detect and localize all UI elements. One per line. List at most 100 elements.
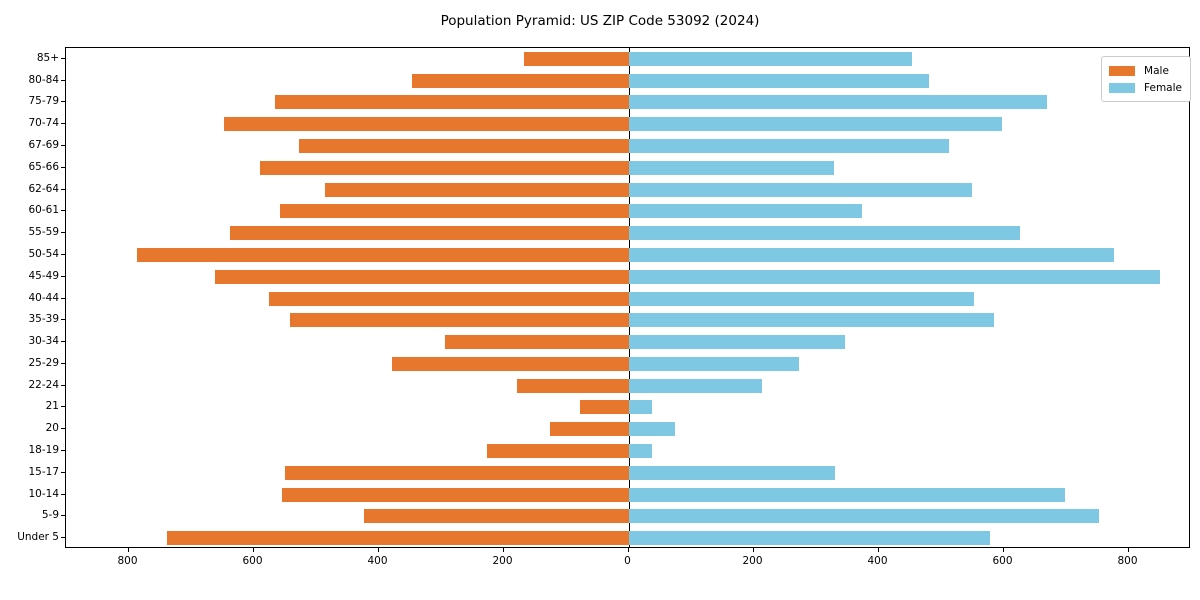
x-axis: 800 600 400 200 0 200 400 600 800 xyxy=(65,548,1190,588)
x-tick-mark xyxy=(1127,548,1129,552)
y-tick-label-65-66: 65-66 xyxy=(28,160,59,173)
y-tick-mark xyxy=(61,471,65,473)
y-tick-label-under-5: Under 5 xyxy=(17,531,59,544)
bar-female-70-74 xyxy=(628,117,1002,132)
y-tick-mark xyxy=(61,188,65,190)
bar-female-15-17 xyxy=(628,465,836,480)
y-tick-mark xyxy=(61,101,65,103)
x-tick-label-200: 200 xyxy=(492,555,513,567)
x-tick-label-200: 200 xyxy=(742,555,763,567)
x-tick-mark xyxy=(627,548,629,552)
y-tick-mark xyxy=(61,362,65,364)
bar-male-60-61 xyxy=(279,204,629,219)
bar-female-62-64 xyxy=(628,182,973,197)
bar-female-5-9 xyxy=(628,509,1099,524)
x-tick-label-400: 400 xyxy=(367,555,388,567)
y-tick-mark xyxy=(61,79,65,81)
bar-male-70-74 xyxy=(223,117,629,132)
bars-container xyxy=(66,48,1189,547)
bar-male-20 xyxy=(549,422,629,437)
x-tick-mark xyxy=(1002,548,1004,552)
y-tick-label-20: 20 xyxy=(45,422,59,435)
y-tick-mark xyxy=(61,449,65,451)
y-tick-mark xyxy=(61,537,65,539)
bar-female-10-14 xyxy=(628,487,1065,502)
plot-area xyxy=(65,47,1190,548)
x-tick-label-800: 800 xyxy=(117,555,138,567)
bar-female-45-49 xyxy=(628,269,1161,284)
bar-male-30-34 xyxy=(445,335,629,350)
chart-title: Population Pyramid: US ZIP Code 53092 (2… xyxy=(440,13,760,29)
bar-female-50-54 xyxy=(628,247,1114,262)
bar-male-21 xyxy=(579,400,629,415)
y-tick-mark xyxy=(61,515,65,517)
bar-female-under-5 xyxy=(628,531,990,546)
y-tick-label-67-69: 67-69 xyxy=(28,139,59,152)
y-tick-label-35-39: 35-39 xyxy=(28,313,59,326)
bar-male-5-9 xyxy=(363,509,629,524)
y-tick-label-70-74: 70-74 xyxy=(28,117,59,130)
y-tick-mark xyxy=(61,57,65,59)
y-axis-tick-marks xyxy=(0,47,70,548)
y-tick-mark xyxy=(61,210,65,212)
y-tick-mark xyxy=(61,493,65,495)
legend-swatch-female xyxy=(1109,82,1136,93)
legend-label-female: Female xyxy=(1144,81,1182,94)
legend-item-male[interactable]: Male xyxy=(1109,62,1182,79)
bar-female-75-79 xyxy=(628,95,1048,110)
y-tick-label-60-61: 60-61 xyxy=(28,204,59,217)
bar-female-85- xyxy=(628,51,912,66)
legend-label-male: Male xyxy=(1144,64,1169,77)
bar-female-21 xyxy=(628,400,652,415)
x-tick-mark xyxy=(502,548,504,552)
y-tick-label-10-14: 10-14 xyxy=(28,487,59,500)
bar-female-35-39 xyxy=(628,313,994,328)
bar-male-40-44 xyxy=(268,291,629,306)
x-tick-mark xyxy=(377,548,379,552)
y-tick-label-45-49: 45-49 xyxy=(28,269,59,282)
y-tick-mark xyxy=(61,406,65,408)
legend[interactable]: Male Female xyxy=(1101,56,1191,102)
x-tick-mark xyxy=(252,548,254,552)
bar-female-55-59 xyxy=(628,226,1020,241)
bar-male-65-66 xyxy=(259,160,629,175)
y-tick-label-22-24: 22-24 xyxy=(28,378,59,391)
y-tick-label-25-29: 25-29 xyxy=(28,356,59,369)
x-tick-label-0: 0 xyxy=(624,555,631,567)
y-tick-label-50-54: 50-54 xyxy=(28,247,59,260)
y-tick-mark xyxy=(61,428,65,430)
y-tick-mark xyxy=(61,275,65,277)
bar-female-30-34 xyxy=(628,335,845,350)
legend-swatch-male xyxy=(1109,65,1136,76)
y-tick-label-21: 21 xyxy=(45,400,59,413)
y-tick-label-75-79: 75-79 xyxy=(28,95,59,108)
bar-female-65-66 xyxy=(628,160,834,175)
bar-male-85- xyxy=(523,51,629,66)
x-tick-label-600: 600 xyxy=(242,555,263,567)
y-tick-label-80-84: 80-84 xyxy=(28,73,59,86)
legend-item-female[interactable]: Female xyxy=(1109,79,1182,96)
x-tick-label-600: 600 xyxy=(992,555,1013,567)
y-tick-mark xyxy=(61,384,65,386)
x-tick-mark xyxy=(877,548,879,552)
y-tick-label-30-34: 30-34 xyxy=(28,335,59,348)
bar-female-25-29 xyxy=(628,356,799,371)
bar-female-20 xyxy=(628,422,675,437)
y-axis-labels: 85+ 80-84 75-79 70-74 67-69 65-66 62-64 60-61 55… xyxy=(0,47,59,548)
bar-male-25-29 xyxy=(392,356,629,371)
bar-male-22-24 xyxy=(516,378,629,393)
x-tick-label-400: 400 xyxy=(867,555,888,567)
y-tick-mark xyxy=(61,166,65,168)
x-tick-mark xyxy=(752,548,754,552)
y-tick-label-55-59: 55-59 xyxy=(28,226,59,239)
y-tick-mark xyxy=(61,123,65,125)
bar-male-75-79 xyxy=(274,95,629,110)
bar-male-18-19 xyxy=(487,443,629,458)
bar-male-67-69 xyxy=(298,139,629,154)
x-tick-mark xyxy=(127,548,129,552)
bar-male-80-84 xyxy=(411,73,629,88)
bar-female-80-84 xyxy=(628,73,929,88)
y-tick-label-15-17: 15-17 xyxy=(28,465,59,478)
bar-female-22-24 xyxy=(628,378,763,393)
